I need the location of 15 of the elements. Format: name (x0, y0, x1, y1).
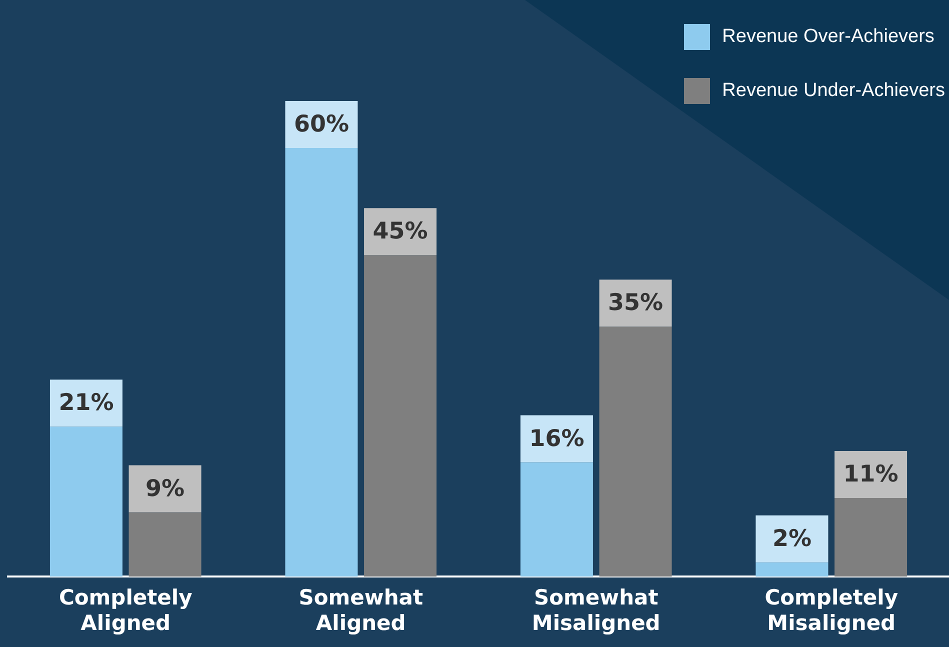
legend-label: Revenue Over-Achievers (722, 26, 934, 48)
bar (756, 562, 828, 577)
data-label: 16% (529, 426, 584, 452)
data-label: 21% (58, 390, 114, 416)
x-tick-label: Somewhat Aligned (298, 586, 423, 635)
data-label: 60% (294, 111, 349, 138)
legend-label: Revenue Under-Achievers (722, 80, 945, 102)
x-tick-label: Somewhat Misaligned (532, 586, 660, 635)
data-label: 45% (372, 218, 428, 245)
x-tick-label: Completely Aligned (58, 586, 193, 635)
data-label: 9% (146, 476, 185, 502)
data-label: 2% (772, 526, 812, 552)
data-label: 11% (843, 461, 898, 488)
x-tick-label: Completely Misaligned (764, 586, 898, 635)
data-label: 35% (608, 290, 664, 316)
